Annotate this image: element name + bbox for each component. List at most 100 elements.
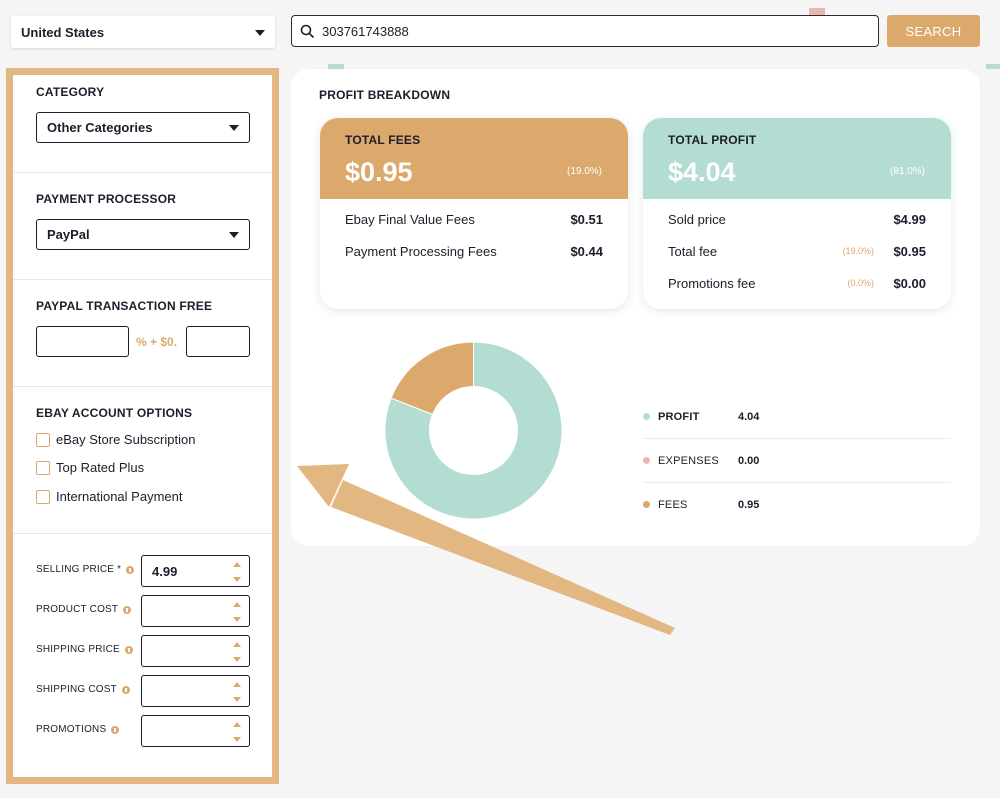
legend-dot [643,501,650,508]
option-ebay-store-subscription[interactable]: eBay Store Subscription [36,432,195,447]
stepper-icon[interactable] [233,722,243,742]
fee-row: Payment Processing Fees $0.44 [345,242,603,262]
shipping-price-label: SHIPPING PRICE [36,644,133,655]
selling-price-row: SELLING PRICE * 4.99 [36,555,250,587]
fee-row-label: Ebay Final Value Fees [345,212,475,227]
paypal-fee-title: PAYPAL TRANSACTION FREE [36,299,213,313]
promotions-input[interactable] [141,715,250,747]
info-icon[interactable] [121,685,130,694]
total-fees-panel: TOTAL FEES $0.95 (19.0%) Ebay Final Valu… [320,118,628,309]
product-cost-label-text: PRODUCT COST [36,604,119,615]
total-profit-label: TOTAL PROFIT [668,133,757,147]
stepper-icon[interactable] [233,642,243,662]
sidebar: CATEGORY Other Categories PAYMENT PROCES… [13,75,272,777]
search-icon [300,24,314,38]
shipping-cost-input[interactable] [141,675,250,707]
paypal-percent-input[interactable] [36,326,129,357]
product-cost-label: PRODUCT COST [36,604,132,615]
stepper-icon[interactable] [233,562,243,582]
total-fees-amount: $0.95 [345,157,413,187]
total-fees-header: TOTAL FEES $0.95 (19.0%) [320,118,628,199]
stepper-icon[interactable] [233,602,243,622]
chevron-down-icon [255,30,265,36]
option-top-rated-plus[interactable]: Top Rated Plus [36,460,144,475]
option-label: International Payment [56,489,183,504]
country-select[interactable]: United States [11,16,275,48]
product-cost-input[interactable] [141,595,250,627]
info-icon[interactable] [123,605,132,614]
paypal-fixed-input[interactable] [186,326,250,357]
paypal-fee-section: PAYPAL TRANSACTION FREE % + $0. [13,280,272,387]
shipping-price-input[interactable] [141,635,250,667]
fee-row: Ebay Final Value Fees $0.51 [345,210,603,230]
fee-row-value: $0.44 [570,244,603,259]
search-input[interactable] [322,23,842,39]
donut-svg [384,341,563,520]
legend-dot [643,413,650,420]
total-profit-amount: $4.04 [668,157,736,187]
fee-row-label: Payment Processing Fees [345,244,497,259]
profit-row-value: $0.95 [893,244,926,259]
selling-price-label-text: SELLING PRICE * [36,564,122,575]
search-box[interactable] [291,15,879,47]
legend-label: PROFIT [658,411,700,423]
shipping-cost-label: SHIPPING COST [36,684,130,695]
total-fees-percent: (19.0%) [566,166,602,177]
checkbox[interactable] [36,432,50,447]
promotions-row: PROMOTIONS [36,715,250,747]
decorative-shape [986,64,1000,69]
shipping-cost-row: SHIPPING COST [36,675,250,707]
ebay-options-section: EBAY ACCOUNT OPTIONS eBay Store Subscrip… [13,387,272,534]
chevron-down-icon [229,232,239,238]
payment-processor-select[interactable]: PayPal [36,219,250,250]
payment-processor-section: PAYMENT PROCESSOR PayPal [13,173,272,280]
profit-row-percent: (19.0%) [842,246,874,256]
profit-row-label: Sold price [668,212,726,227]
profit-row: Total fee (19.0%) $0.95 [668,242,926,262]
chevron-down-icon [229,125,239,131]
info-icon[interactable] [126,565,135,574]
donut-slice-fees [390,341,474,416]
profit-row: Promotions fee (0.0%) $0.00 [668,274,926,294]
checkbox[interactable] [36,489,50,504]
payment-processor-value: PayPal [47,227,90,242]
legend-dot [643,457,650,464]
legend-value: 4.04 [738,411,760,423]
promotions-label-text: PROMOTIONS [36,724,107,735]
profit-breakdown-title: PROFIT BREAKDOWN [319,88,451,102]
country-select-value: United States [21,24,105,40]
stepper-icon[interactable] [233,682,243,702]
info-icon[interactable] [124,645,133,654]
selling-price-value: 4.99 [152,563,178,579]
profit-row-label: Promotions fee [668,276,756,291]
donut-slice-profit [384,341,563,520]
total-profit-percent: (81.0%) [889,166,925,177]
total-profit-panel: TOTAL PROFIT $4.04 (81.0%) Sold price $4… [643,118,951,309]
info-icon[interactable] [111,725,120,734]
category-select[interactable]: Other Categories [36,112,250,143]
selling-price-input[interactable]: 4.99 [141,555,250,587]
total-profit-header: TOTAL PROFIT $4.04 (81.0%) [643,118,951,199]
profit-row-value: $4.99 [893,212,926,227]
promotions-label: PROMOTIONS [36,724,120,735]
option-label: eBay Store Subscription [56,432,196,447]
checkbox[interactable] [36,460,50,475]
ebay-options-title: EBAY ACCOUNT OPTIONS [36,406,193,420]
selling-price-label: SELLING PRICE * [36,564,135,575]
search-button[interactable]: SEARCH [887,15,980,47]
shipping-price-row: SHIPPING PRICE [36,635,250,667]
profit-donut-chart [384,341,563,520]
legend-label: EXPENSES [658,455,719,467]
legend-label: FEES [658,499,688,511]
profit-breakdown-card: PROFIT BREAKDOWN TOTAL FEES $0.95 (19.0%… [291,69,980,546]
total-fees-label: TOTAL FEES [345,133,421,147]
option-international-payment[interactable]: International Payment [36,489,182,504]
legend-item-expenses: EXPENSES 0.00 [643,439,951,483]
category-title: CATEGORY [36,85,105,99]
shipping-price-label-text: SHIPPING PRICE [36,644,120,655]
legend-value: 0.95 [738,499,760,511]
fee-row-value: $0.51 [570,212,603,227]
chart-legend: PROFIT 4.04 EXPENSES 0.00 FEES 0.95 [643,395,951,527]
option-label: Top Rated Plus [56,460,145,475]
category-section: CATEGORY Other Categories [13,75,272,173]
